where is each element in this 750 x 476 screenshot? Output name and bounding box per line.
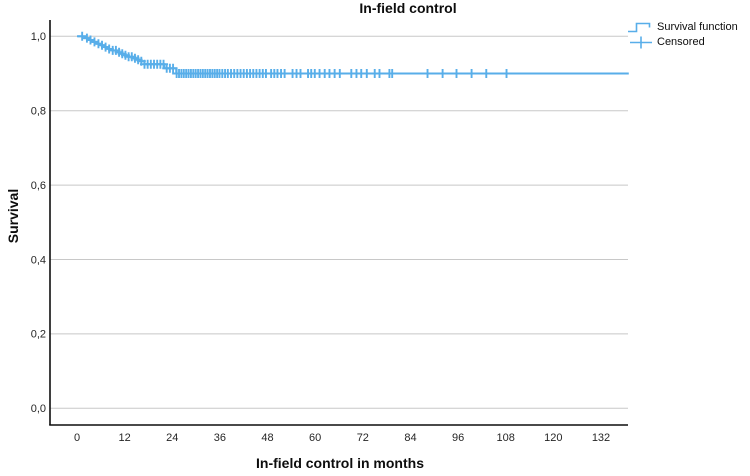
y-tick-label: 1,0 — [31, 31, 46, 43]
censor-mark — [89, 37, 99, 47]
x-tick-label: 132 — [592, 432, 610, 444]
x-tick-label: 48 — [261, 432, 273, 444]
y-tick-label: 0,4 — [31, 254, 46, 266]
x-tick-label: 108 — [497, 432, 515, 444]
x-tick-label: 120 — [544, 432, 562, 444]
legend-item-survival-function: Survival function — [628, 21, 738, 34]
censor-mark — [77, 31, 87, 41]
x-tick-label: 84 — [404, 432, 416, 444]
censor-mark — [423, 69, 433, 78]
legend: Survival function Censored — [628, 21, 738, 49]
censor-mark — [280, 69, 290, 78]
y-tick-label: 0,8 — [31, 106, 46, 118]
censor-mark — [438, 69, 448, 78]
x-tick-label: 36 — [214, 432, 226, 444]
censor-mark — [168, 63, 178, 73]
censor-mark — [387, 69, 397, 78]
censor-mark — [452, 69, 462, 78]
censor-mark — [467, 69, 477, 78]
legend-item-censored: Censored — [628, 36, 738, 49]
censor-mark — [85, 35, 95, 45]
x-tick-label: 0 — [74, 432, 80, 444]
x-tick-label: 72 — [357, 432, 369, 444]
legend-label-survival-function: Survival function — [657, 21, 738, 33]
y-tick-label: 0,2 — [31, 329, 46, 341]
censor-mark — [362, 69, 372, 78]
censor-mark — [295, 69, 305, 78]
chart-title: In-field control — [359, 0, 457, 16]
y-tick-label: 0,6 — [31, 180, 46, 192]
censor-mark — [374, 69, 384, 78]
legend-label-censored: Censored — [657, 36, 705, 48]
y-tick-label: 0,0 — [31, 403, 46, 415]
censor-mark — [502, 69, 512, 78]
x-tick-label: 24 — [166, 432, 178, 444]
plus-icon — [630, 36, 652, 49]
censor-mark — [481, 69, 491, 78]
x-axis-label: In-field control in months — [256, 455, 424, 471]
x-tick-label: 96 — [452, 432, 464, 444]
x-tick-label: 60 — [309, 432, 321, 444]
x-tick-label: 12 — [119, 432, 131, 444]
step-line-icon — [628, 22, 651, 33]
censor-mark — [335, 69, 345, 78]
